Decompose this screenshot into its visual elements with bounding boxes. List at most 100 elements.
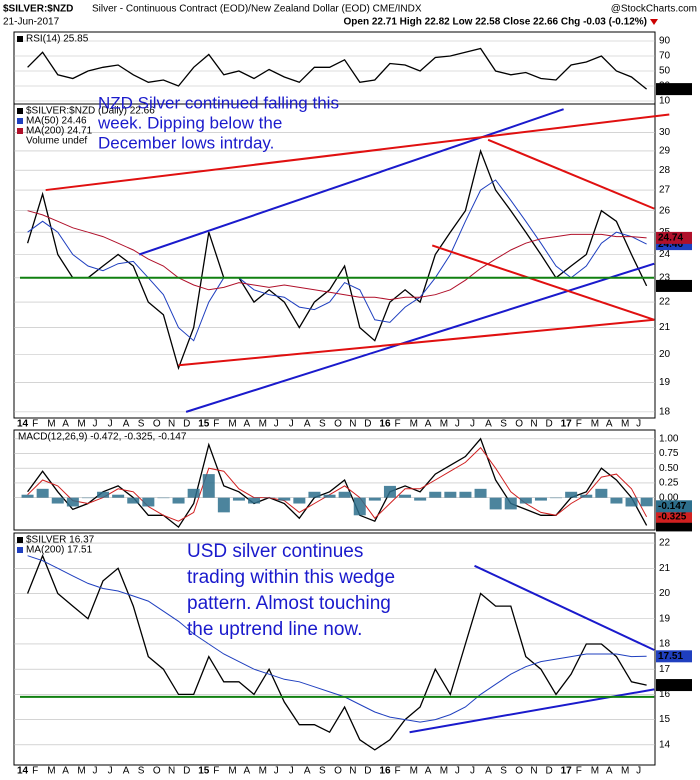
histogram-bar xyxy=(595,488,608,498)
x-tick-label: N xyxy=(349,766,356,777)
series-line xyxy=(26,553,647,751)
annotation: USD silver continues xyxy=(187,541,363,562)
value-tag-bg xyxy=(656,500,692,513)
histogram-bar xyxy=(248,497,261,504)
y-tick-label: 10 xyxy=(659,96,671,107)
histogram-bar xyxy=(263,497,276,499)
y-tick-label: 15 xyxy=(659,714,671,725)
x-tick-label: J xyxy=(470,419,475,430)
panel xyxy=(13,532,656,766)
legend-entry: RSI(14) 25.85 xyxy=(26,34,89,45)
trendline xyxy=(138,108,564,256)
value-tag: 24.46 xyxy=(658,239,683,250)
value-tag-bg xyxy=(656,83,692,96)
x-tick-label: F xyxy=(213,419,219,430)
histogram-bar xyxy=(519,497,532,504)
x-tick-label: F xyxy=(576,766,582,777)
x-tick-label: F xyxy=(395,766,401,777)
value-tag-bg xyxy=(656,231,692,244)
y-tick-label: 18 xyxy=(659,407,671,418)
x-tick-label: J xyxy=(636,419,641,430)
x-tick-label: F xyxy=(395,419,401,430)
x-tick-label: O xyxy=(515,419,523,430)
histogram-bar xyxy=(534,497,547,501)
histogram-bar xyxy=(157,497,170,499)
x-tick-label: 14 xyxy=(17,419,29,430)
annotation: December lows intrday. xyxy=(98,133,274,152)
y-tick-label: 21 xyxy=(659,563,671,574)
x-tick-label: F xyxy=(32,766,38,777)
histogram-bar xyxy=(550,497,563,499)
x-tick-label: N xyxy=(349,419,356,430)
panel xyxy=(13,31,656,105)
x-tick-label: J xyxy=(289,419,294,430)
x-tick-label: O xyxy=(515,766,523,777)
legend-swatch xyxy=(17,36,23,42)
x-tick-label: M xyxy=(440,419,448,430)
x-tick-label: J xyxy=(93,766,98,777)
histogram-bar xyxy=(217,497,230,513)
y-tick-label: 21 xyxy=(659,322,671,333)
y-tick-label: 50 xyxy=(659,66,671,77)
histogram-bar xyxy=(383,485,396,498)
legend-entry: MA(200) 24.71 xyxy=(26,126,93,137)
x-tick-label: J xyxy=(274,766,279,777)
x-tick-label: M xyxy=(77,766,85,777)
y-tick-label: 20 xyxy=(659,349,671,360)
y-tick-label: 0.25 xyxy=(659,478,679,489)
x-tick-label: M xyxy=(77,419,85,430)
annotation: NZD Silver continued falling this xyxy=(98,93,339,112)
x-tick-label: A xyxy=(606,766,613,777)
x-tick-label: O xyxy=(334,766,342,777)
histogram-bar xyxy=(459,491,472,498)
x-tick-label: A xyxy=(62,766,69,777)
histogram-bar xyxy=(353,497,366,516)
annotation: pattern. Almost touching xyxy=(187,593,391,614)
legend-swatch xyxy=(17,128,23,134)
legend-swatch xyxy=(17,118,23,124)
x-tick-label: A xyxy=(304,766,311,777)
y-tick-label: 29 xyxy=(659,146,671,157)
y-tick-label: 30 xyxy=(659,127,671,138)
x-tick-label: 17 xyxy=(561,766,573,777)
panel xyxy=(13,429,656,531)
x-tick-label: M xyxy=(591,419,599,430)
histogram-bar xyxy=(580,494,593,498)
legend-entry: MA(50) 24.46 xyxy=(26,116,87,127)
histogram-bar xyxy=(293,497,306,504)
value-tag: -0.147 xyxy=(658,501,687,512)
x-tick-label: J xyxy=(636,766,641,777)
histogram-bar xyxy=(172,497,185,504)
x-tick-label: M xyxy=(259,766,267,777)
date: 21-Jun-2017 xyxy=(3,17,60,28)
histogram-bar xyxy=(97,491,110,498)
x-tick-label: A xyxy=(123,766,130,777)
series-line xyxy=(27,210,647,301)
trendline xyxy=(178,318,655,367)
histogram-bar xyxy=(504,497,517,510)
x-tick-label: O xyxy=(334,419,342,430)
x-tick-label: D xyxy=(546,766,553,777)
legend-swatch xyxy=(17,108,23,114)
value-tag: 22.66 xyxy=(658,281,683,292)
legend-swatch xyxy=(17,547,23,553)
histogram-bar xyxy=(187,488,200,498)
description: Silver - Continuous Contract (EOD)/New Z… xyxy=(92,4,422,15)
x-tick-label: M xyxy=(228,419,236,430)
histogram-bar xyxy=(414,497,427,501)
y-tick-label: 0.50 xyxy=(659,463,679,474)
x-tick-label: J xyxy=(274,419,279,430)
x-tick-label: D xyxy=(364,419,371,430)
y-tick-label: 28 xyxy=(659,165,671,176)
histogram-bar xyxy=(338,491,351,498)
value-tag-bg xyxy=(656,510,692,523)
histogram-bar xyxy=(36,488,49,498)
x-tick-label: M xyxy=(410,419,418,430)
x-tick-label: F xyxy=(213,766,219,777)
series-line xyxy=(27,446,648,522)
value-tag: 17.51 xyxy=(658,651,683,662)
x-tick-label: O xyxy=(153,766,161,777)
histogram-bar xyxy=(474,488,487,498)
legend-entry: $SILVER:$NZD (Daily) 22.66 xyxy=(26,106,155,117)
